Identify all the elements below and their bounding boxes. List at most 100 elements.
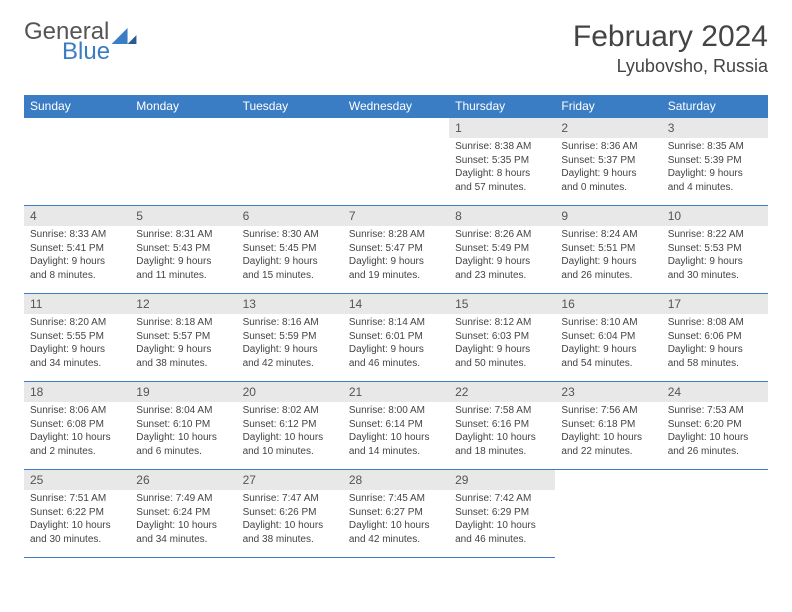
day-number: 16 — [555, 294, 661, 314]
day-details: Sunrise: 7:49 AMSunset: 6:24 PMDaylight:… — [130, 490, 236, 550]
day-details: Sunrise: 8:18 AMSunset: 5:57 PMDaylight:… — [130, 314, 236, 374]
day-details: Sunrise: 8:08 AMSunset: 6:06 PMDaylight:… — [662, 314, 768, 374]
day-number: 27 — [237, 470, 343, 490]
day-details: Sunrise: 7:45 AMSunset: 6:27 PMDaylight:… — [343, 490, 449, 550]
day-number: 1 — [449, 118, 555, 138]
day-cell — [662, 470, 768, 558]
day-number: 18 — [24, 382, 130, 402]
table-row: 1Sunrise: 8:38 AMSunset: 5:35 PMDaylight… — [24, 118, 768, 206]
day-number: 19 — [130, 382, 236, 402]
day-number: 13 — [237, 294, 343, 314]
day-details: Sunrise: 8:31 AMSunset: 5:43 PMDaylight:… — [130, 226, 236, 286]
day-details: Sunrise: 8:02 AMSunset: 6:12 PMDaylight:… — [237, 402, 343, 462]
day-cell: 21Sunrise: 8:00 AMSunset: 6:14 PMDayligh… — [343, 382, 449, 470]
day-cell: 13Sunrise: 8:16 AMSunset: 5:59 PMDayligh… — [237, 294, 343, 382]
day-details: Sunrise: 8:12 AMSunset: 6:03 PMDaylight:… — [449, 314, 555, 374]
header: General Blue February 2024 Lyubovsho, Ru… — [24, 20, 768, 77]
day-details: Sunrise: 8:33 AMSunset: 5:41 PMDaylight:… — [24, 226, 130, 286]
day-number: 14 — [343, 294, 449, 314]
day-cell: 6Sunrise: 8:30 AMSunset: 5:45 PMDaylight… — [237, 206, 343, 294]
day-details: Sunrise: 8:16 AMSunset: 5:59 PMDaylight:… — [237, 314, 343, 374]
calendar-body: 1Sunrise: 8:38 AMSunset: 5:35 PMDaylight… — [24, 118, 768, 558]
day-cell — [24, 118, 130, 206]
day-number: 26 — [130, 470, 236, 490]
day-cell: 19Sunrise: 8:04 AMSunset: 6:10 PMDayligh… — [130, 382, 236, 470]
logo: General Blue — [24, 20, 137, 64]
day-cell: 5Sunrise: 8:31 AMSunset: 5:43 PMDaylight… — [130, 206, 236, 294]
weekday-mon: Monday — [130, 95, 236, 118]
table-row: 4Sunrise: 8:33 AMSunset: 5:41 PMDaylight… — [24, 206, 768, 294]
day-cell: 28Sunrise: 7:45 AMSunset: 6:27 PMDayligh… — [343, 470, 449, 558]
day-cell: 20Sunrise: 8:02 AMSunset: 6:12 PMDayligh… — [237, 382, 343, 470]
logo-text-blue: Blue — [62, 40, 137, 64]
day-cell: 12Sunrise: 8:18 AMSunset: 5:57 PMDayligh… — [130, 294, 236, 382]
table-row: 18Sunrise: 8:06 AMSunset: 6:08 PMDayligh… — [24, 382, 768, 470]
day-cell: 9Sunrise: 8:24 AMSunset: 5:51 PMDaylight… — [555, 206, 661, 294]
day-number: 17 — [662, 294, 768, 314]
day-cell — [343, 118, 449, 206]
day-details: Sunrise: 8:28 AMSunset: 5:47 PMDaylight:… — [343, 226, 449, 286]
day-number: 3 — [662, 118, 768, 138]
weekday-sat: Saturday — [662, 95, 768, 118]
day-number: 28 — [343, 470, 449, 490]
day-details: Sunrise: 8:38 AMSunset: 5:35 PMDaylight:… — [449, 138, 555, 198]
table-row: 25Sunrise: 7:51 AMSunset: 6:22 PMDayligh… — [24, 470, 768, 558]
day-cell: 3Sunrise: 8:35 AMSunset: 5:39 PMDaylight… — [662, 118, 768, 206]
day-details: Sunrise: 8:14 AMSunset: 6:01 PMDaylight:… — [343, 314, 449, 374]
day-number: 4 — [24, 206, 130, 226]
weekday-tue: Tuesday — [237, 95, 343, 118]
day-details: Sunrise: 7:56 AMSunset: 6:18 PMDaylight:… — [555, 402, 661, 462]
day-cell: 25Sunrise: 7:51 AMSunset: 6:22 PMDayligh… — [24, 470, 130, 558]
day-cell: 23Sunrise: 7:56 AMSunset: 6:18 PMDayligh… — [555, 382, 661, 470]
day-details: Sunrise: 8:30 AMSunset: 5:45 PMDaylight:… — [237, 226, 343, 286]
day-number: 11 — [24, 294, 130, 314]
day-cell: 10Sunrise: 8:22 AMSunset: 5:53 PMDayligh… — [662, 206, 768, 294]
day-number: 29 — [449, 470, 555, 490]
day-cell: 26Sunrise: 7:49 AMSunset: 6:24 PMDayligh… — [130, 470, 236, 558]
day-cell: 27Sunrise: 7:47 AMSunset: 6:26 PMDayligh… — [237, 470, 343, 558]
day-number: 20 — [237, 382, 343, 402]
day-cell — [555, 470, 661, 558]
day-cell: 18Sunrise: 8:06 AMSunset: 6:08 PMDayligh… — [24, 382, 130, 470]
day-number: 5 — [130, 206, 236, 226]
day-cell: 11Sunrise: 8:20 AMSunset: 5:55 PMDayligh… — [24, 294, 130, 382]
day-number: 15 — [449, 294, 555, 314]
day-number: 6 — [237, 206, 343, 226]
day-cell: 4Sunrise: 8:33 AMSunset: 5:41 PMDaylight… — [24, 206, 130, 294]
day-number: 21 — [343, 382, 449, 402]
day-number: 25 — [24, 470, 130, 490]
weekday-fri: Friday — [555, 95, 661, 118]
day-details: Sunrise: 7:51 AMSunset: 6:22 PMDaylight:… — [24, 490, 130, 550]
day-cell: 16Sunrise: 8:10 AMSunset: 6:04 PMDayligh… — [555, 294, 661, 382]
page-title: February 2024 — [573, 20, 768, 54]
day-cell: 24Sunrise: 7:53 AMSunset: 6:20 PMDayligh… — [662, 382, 768, 470]
day-cell: 22Sunrise: 7:58 AMSunset: 6:16 PMDayligh… — [449, 382, 555, 470]
weekday-header-row: Sunday Monday Tuesday Wednesday Thursday… — [24, 95, 768, 118]
day-cell: 14Sunrise: 8:14 AMSunset: 6:01 PMDayligh… — [343, 294, 449, 382]
day-number: 12 — [130, 294, 236, 314]
day-number: 8 — [449, 206, 555, 226]
day-details: Sunrise: 8:20 AMSunset: 5:55 PMDaylight:… — [24, 314, 130, 374]
day-details: Sunrise: 7:42 AMSunset: 6:29 PMDaylight:… — [449, 490, 555, 550]
day-number: 7 — [343, 206, 449, 226]
location: Lyubovsho, Russia — [573, 56, 768, 77]
day-cell: 1Sunrise: 8:38 AMSunset: 5:35 PMDaylight… — [449, 118, 555, 206]
day-details: Sunrise: 8:04 AMSunset: 6:10 PMDaylight:… — [130, 402, 236, 462]
day-number: 23 — [555, 382, 661, 402]
title-block: February 2024 Lyubovsho, Russia — [573, 20, 768, 77]
day-cell: 15Sunrise: 8:12 AMSunset: 6:03 PMDayligh… — [449, 294, 555, 382]
day-cell: 29Sunrise: 7:42 AMSunset: 6:29 PMDayligh… — [449, 470, 555, 558]
day-number: 9 — [555, 206, 661, 226]
day-cell: 2Sunrise: 8:36 AMSunset: 5:37 PMDaylight… — [555, 118, 661, 206]
day-details: Sunrise: 8:00 AMSunset: 6:14 PMDaylight:… — [343, 402, 449, 462]
day-cell: 17Sunrise: 8:08 AMSunset: 6:06 PMDayligh… — [662, 294, 768, 382]
weekday-sun: Sunday — [24, 95, 130, 118]
day-details: Sunrise: 8:22 AMSunset: 5:53 PMDaylight:… — [662, 226, 768, 286]
day-number: 2 — [555, 118, 661, 138]
day-details: Sunrise: 7:47 AMSunset: 6:26 PMDaylight:… — [237, 490, 343, 550]
day-details: Sunrise: 8:35 AMSunset: 5:39 PMDaylight:… — [662, 138, 768, 198]
day-number: 10 — [662, 206, 768, 226]
day-details: Sunrise: 7:58 AMSunset: 6:16 PMDaylight:… — [449, 402, 555, 462]
day-number: 22 — [449, 382, 555, 402]
weekday-wed: Wednesday — [343, 95, 449, 118]
